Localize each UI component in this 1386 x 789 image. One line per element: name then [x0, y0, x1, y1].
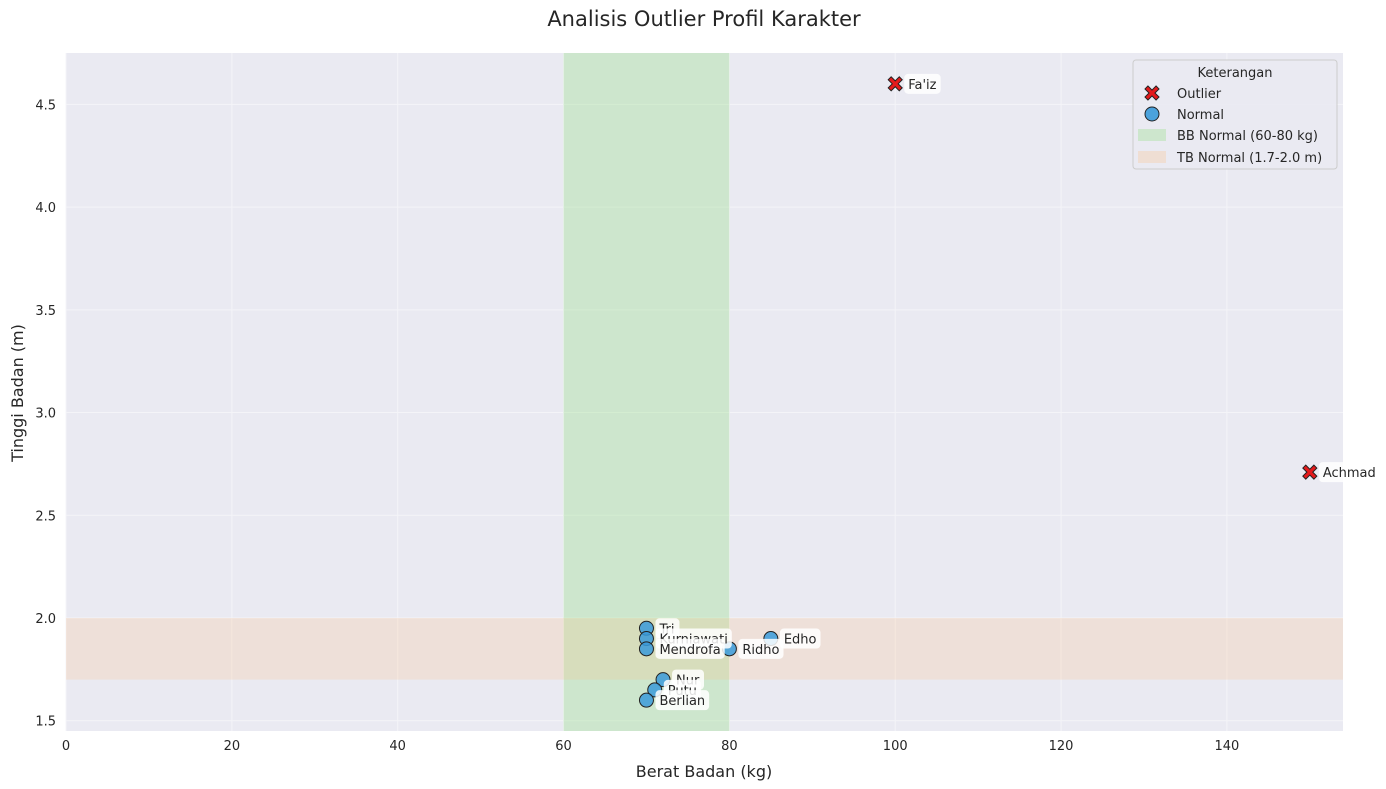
x-tick-label: 80 — [721, 739, 738, 754]
point-label: Mendrofa — [659, 643, 720, 658]
legend-entry-label: TB Normal (1.7-2.0 m) — [1176, 151, 1322, 166]
normal-point — [638, 692, 654, 708]
legend-entry-label: Normal — [1177, 108, 1224, 123]
x-tick-label: 60 — [555, 739, 572, 754]
y-axis-label: Tinggi Badan (m) — [8, 324, 27, 463]
legend-entry-label: BB Normal (60-80 kg) — [1177, 129, 1318, 144]
point-label: Achmad — [1323, 466, 1376, 481]
legend-outlier-marker — [1144, 85, 1160, 101]
point-label-box — [1318, 462, 1380, 483]
x-tick-label: 40 — [389, 739, 406, 754]
y-tick-label: 1.5 — [35, 715, 56, 730]
normal-point — [638, 641, 654, 657]
legend-normal-marker — [1144, 106, 1160, 122]
y-tick-label: 2.5 — [35, 509, 56, 524]
x-tick-label: 140 — [1214, 739, 1239, 754]
point-label-box — [655, 638, 725, 659]
legend-title: Keterangan — [1198, 66, 1273, 81]
legend-box — [1132, 59, 1338, 170]
x-tick-label: 20 — [224, 739, 241, 754]
y-tick-label: 3.0 — [35, 407, 56, 422]
plot-area: 0 20 40 60 80 100 120 140 1.5 2.0 2.5 3.0 3.5 4.0 4.5 F… — [35, 53, 1380, 754]
outlier-point — [887, 76, 903, 92]
legend-tb-swatch — [1138, 151, 1166, 163]
legend: Keterangan Outlier Normal BB Normal (60-80 … — [1132, 59, 1338, 170]
chart-title: Analisis Outlier Profil Karakter — [547, 7, 861, 31]
y-tick-label: 3.5 — [35, 304, 56, 319]
x-axis-label: Berat Badan (kg) — [636, 762, 772, 781]
point-label-box — [738, 638, 784, 659]
y-tick-label: 4.0 — [35, 201, 56, 216]
x-tick-label: 0 — [62, 739, 70, 754]
x-tick-label: 100 — [883, 739, 908, 754]
legend-bb-swatch — [1138, 129, 1166, 141]
point-label: Ridho — [742, 643, 779, 658]
point-label: Fa'iz — [908, 78, 936, 93]
point-label-box — [655, 690, 710, 711]
y-tick-label: 4.5 — [35, 98, 56, 113]
point-label-box — [904, 73, 941, 94]
legend-entry-label: Outlier — [1177, 87, 1222, 102]
outlier-point — [1302, 464, 1318, 480]
point-label: Berlian — [659, 694, 705, 709]
point-label-box — [779, 628, 821, 649]
band-bb-normal — [563, 53, 730, 731]
x-tick-label: 120 — [1049, 739, 1074, 754]
y-tick-label: 2.0 — [35, 612, 56, 627]
point-label: Edho — [784, 633, 817, 648]
